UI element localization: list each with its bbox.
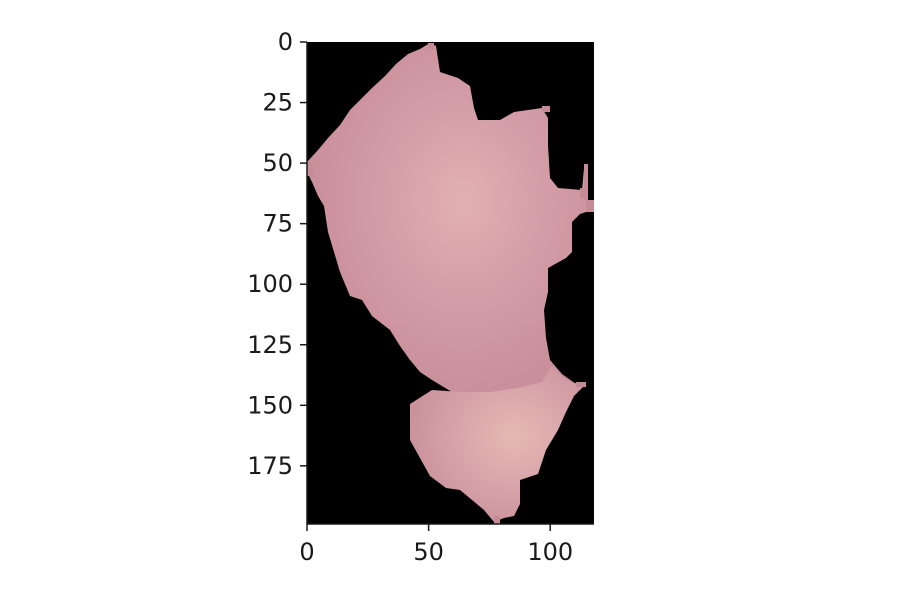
y-tick-label: 150 <box>247 391 293 419</box>
y-tick-label: 0 <box>278 28 293 56</box>
x-tick-label: 100 <box>527 538 573 566</box>
image-area <box>307 42 594 524</box>
y-tick-label: 25 <box>262 89 293 117</box>
y-tick-label: 175 <box>247 452 293 480</box>
x-tick-label: 0 <box>299 538 314 566</box>
y-ticks: 0 25 50 75 100 125 150 175 <box>247 28 307 480</box>
y-tick-label: 50 <box>262 149 293 177</box>
x-tick-label: 50 <box>413 538 444 566</box>
tissue-region-upper <box>307 43 592 394</box>
tissue-edge-pixels <box>307 43 594 524</box>
x-axis: 0 50 100 <box>299 523 594 566</box>
y-tick-label: 75 <box>262 210 293 238</box>
x-ticks: 0 50 100 <box>299 524 573 566</box>
y-tick-label: 100 <box>247 270 293 298</box>
y-tick-label: 125 <box>247 331 293 359</box>
y-axis: 0 25 50 75 100 125 150 175 <box>247 28 308 524</box>
tissue-region-lower <box>410 366 584 522</box>
